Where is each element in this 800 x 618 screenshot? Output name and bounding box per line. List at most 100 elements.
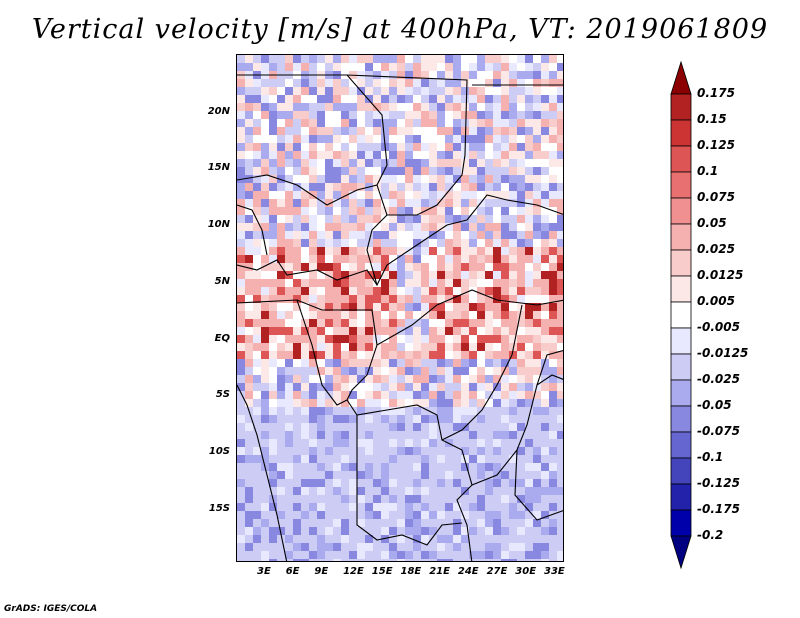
field-cell bbox=[533, 127, 541, 135]
field-cell bbox=[341, 303, 349, 311]
field-cell bbox=[389, 295, 397, 303]
field-cell bbox=[253, 55, 261, 63]
field-cell bbox=[309, 431, 317, 439]
field-cell bbox=[509, 231, 517, 239]
field-cell bbox=[397, 127, 405, 135]
field-cell bbox=[541, 319, 549, 327]
field-cell bbox=[533, 319, 541, 327]
field-cell bbox=[261, 431, 269, 439]
field-cell bbox=[405, 463, 413, 471]
field-cell bbox=[277, 159, 285, 167]
field-cell bbox=[557, 367, 563, 375]
field-cell bbox=[357, 207, 365, 215]
field-cell bbox=[437, 471, 445, 479]
field-cell bbox=[381, 143, 389, 151]
field-cell bbox=[445, 215, 453, 223]
field-cell bbox=[397, 119, 405, 127]
field-cell bbox=[541, 135, 549, 143]
field-cell bbox=[389, 383, 397, 391]
field-cell bbox=[373, 527, 381, 535]
field-cell bbox=[533, 263, 541, 271]
field-cell bbox=[453, 295, 461, 303]
field-cell bbox=[245, 167, 253, 175]
field-cell bbox=[317, 423, 325, 431]
field-cell bbox=[485, 319, 493, 327]
field-cell bbox=[381, 423, 389, 431]
field-cell bbox=[245, 271, 253, 279]
colorbar-label: -0.125 bbox=[697, 476, 740, 490]
field-cell bbox=[317, 503, 325, 511]
field-cell bbox=[453, 127, 461, 135]
field-cell bbox=[509, 159, 517, 167]
field-cell bbox=[253, 551, 261, 559]
field-cell bbox=[349, 335, 357, 343]
field-cell bbox=[437, 375, 445, 383]
field-cell bbox=[357, 287, 365, 295]
field-cell bbox=[349, 359, 357, 367]
field-cell bbox=[397, 343, 405, 351]
field-cell bbox=[525, 63, 533, 71]
field-cell bbox=[405, 527, 413, 535]
field-cell bbox=[509, 183, 517, 191]
field-cell bbox=[493, 95, 501, 103]
field-cell bbox=[341, 487, 349, 495]
field-cell bbox=[549, 135, 557, 143]
field-cell bbox=[501, 279, 509, 287]
field-cell bbox=[325, 471, 333, 479]
field-cell bbox=[341, 199, 349, 207]
field-cell bbox=[453, 367, 461, 375]
field-cell bbox=[469, 71, 477, 79]
field-cell bbox=[317, 399, 325, 407]
field-cell bbox=[549, 95, 557, 103]
field-cell bbox=[485, 207, 493, 215]
field-cell bbox=[357, 223, 365, 231]
field-cell bbox=[381, 247, 389, 255]
field-cell bbox=[333, 127, 341, 135]
field-cell bbox=[397, 423, 405, 431]
field-cell bbox=[245, 263, 253, 271]
field-cell bbox=[405, 551, 413, 559]
field-cell bbox=[509, 351, 517, 359]
field-cell bbox=[429, 447, 437, 455]
field-cell bbox=[533, 391, 541, 399]
field-cell bbox=[381, 103, 389, 111]
field-cell bbox=[461, 103, 469, 111]
field-cell bbox=[437, 551, 445, 559]
field-cell bbox=[453, 207, 461, 215]
field-cell bbox=[333, 343, 341, 351]
field-cell bbox=[277, 391, 285, 399]
field-cell bbox=[405, 103, 413, 111]
field-cell bbox=[373, 303, 381, 311]
field-cell bbox=[333, 495, 341, 503]
field-cell bbox=[301, 511, 309, 519]
field-cell bbox=[309, 519, 317, 527]
field-cell bbox=[373, 159, 381, 167]
field-cell bbox=[453, 175, 461, 183]
field-cell bbox=[557, 327, 563, 335]
field-cell bbox=[525, 279, 533, 287]
field-cell bbox=[493, 215, 501, 223]
field-cell bbox=[525, 343, 533, 351]
field-cell bbox=[277, 143, 285, 151]
field-cell bbox=[549, 479, 557, 487]
field-cell bbox=[405, 535, 413, 543]
field-cell bbox=[277, 335, 285, 343]
field-cell bbox=[293, 279, 301, 287]
field-cell bbox=[461, 111, 469, 119]
field-cell bbox=[525, 439, 533, 447]
field-cell bbox=[381, 431, 389, 439]
field-cell bbox=[317, 343, 325, 351]
field-cell bbox=[341, 295, 349, 303]
field-cell bbox=[333, 255, 341, 263]
field-cell bbox=[437, 383, 445, 391]
field-cell bbox=[525, 431, 533, 439]
field-cell bbox=[517, 439, 525, 447]
field-cell bbox=[493, 223, 501, 231]
field-cell bbox=[277, 183, 285, 191]
field-cell bbox=[405, 247, 413, 255]
field-cell bbox=[277, 247, 285, 255]
field-cell bbox=[413, 127, 421, 135]
field-cell bbox=[469, 455, 477, 463]
field-cell bbox=[245, 95, 253, 103]
field-cell bbox=[445, 455, 453, 463]
